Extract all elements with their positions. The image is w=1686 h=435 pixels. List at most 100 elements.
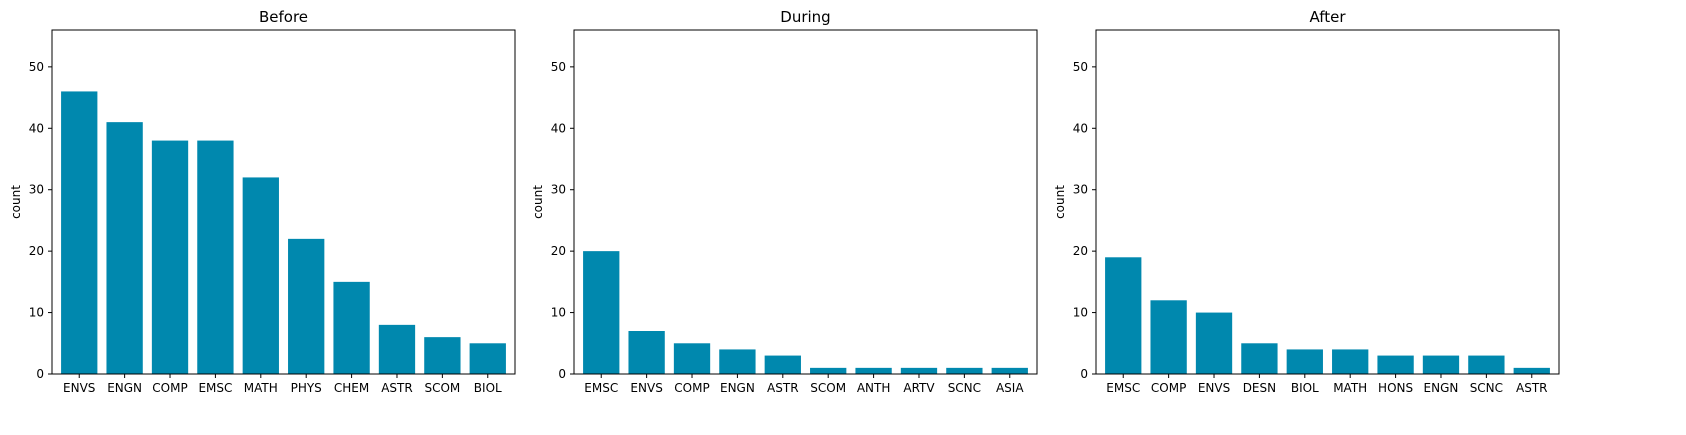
y-tick-label: 20 — [1073, 244, 1088, 258]
bar-scom — [424, 337, 461, 374]
x-tick-label-artv: ARTV — [903, 381, 935, 395]
axes-frame — [1095, 29, 1560, 375]
bar-desn — [1241, 343, 1278, 374]
bar-biol — [1286, 349, 1323, 374]
x-tick-label-chem: CHEM — [334, 381, 369, 395]
bar-asia — [991, 367, 1028, 374]
x-tick-label-comp: COMP — [152, 381, 187, 395]
x-axis: EMSC ENVS COMP ENGN ASTR SCOM ANTH ARTV SCNC ASIA — [584, 374, 1024, 395]
y-axis: 0 10 20 30 40 50 — [29, 60, 52, 381]
chart-title: During — [780, 8, 830, 26]
bar-emsc — [1105, 257, 1142, 374]
y-tick-label: 40 — [551, 121, 566, 135]
y-tick-label: 40 — [29, 121, 44, 135]
bar-engn — [1422, 355, 1460, 374]
x-tick-label-scom: SCOM — [424, 381, 460, 395]
bar-scom — [810, 367, 847, 374]
bar-math — [1332, 349, 1369, 374]
x-tick-label-scom: SCOM — [810, 381, 846, 395]
x-tick-label-desn: DESN — [1243, 381, 1276, 395]
x-tick-label-comp: COMP — [674, 381, 709, 395]
x-tick-label-math: MATH — [244, 381, 278, 395]
bar-biol — [469, 343, 506, 374]
bar-astr — [378, 324, 416, 374]
bar-astr — [764, 355, 801, 374]
y-tick-label: 30 — [29, 183, 44, 197]
x-tick-label-astr: ASTR — [767, 381, 799, 395]
y-tick-label: 10 — [29, 306, 44, 320]
y-tick-label: 0 — [36, 367, 44, 381]
bar-engn — [106, 122, 143, 374]
chart-title: After — [1309, 8, 1346, 26]
x-tick-label-scnc: SCNC — [948, 381, 981, 395]
y-axis: 0 10 20 30 40 50 — [551, 60, 574, 381]
x-tick-label-envs: ENVS — [63, 381, 95, 395]
bar-artv — [900, 367, 938, 374]
bar-engn — [719, 349, 756, 374]
bar-scnc — [946, 367, 983, 374]
y-tick-label: 50 — [29, 60, 44, 74]
y-tick-label: 30 — [551, 183, 566, 197]
x-tick-label-anth: ANTH — [857, 381, 891, 395]
bars — [583, 251, 1028, 374]
chart-title: Before — [259, 8, 308, 26]
bar-comp — [1150, 300, 1187, 374]
x-tick-label-emsc: EMSC — [584, 381, 618, 395]
y-tick-label: 10 — [1073, 306, 1088, 320]
y-tick-label: 20 — [551, 244, 566, 258]
bar-math — [242, 177, 279, 374]
y-axis-label: count — [531, 185, 545, 219]
x-tick-label-comp: COMP — [1151, 381, 1186, 395]
bar-scnc — [1468, 355, 1505, 374]
bars — [61, 91, 506, 375]
bar-comp — [151, 140, 189, 374]
y-axis: 0 10 20 30 40 50 — [1073, 60, 1096, 381]
y-axis-label: count — [9, 185, 23, 219]
bar-envs — [1195, 312, 1233, 374]
bar-astr — [1513, 367, 1550, 374]
x-tick-label-scnc: SCNC — [1470, 381, 1503, 395]
y-tick-label: 10 — [551, 306, 566, 320]
x-tick-label-engn: ENGN — [720, 381, 755, 395]
x-tick-label-engn: ENGN — [107, 381, 142, 395]
x-tick-label-asia: ASIA — [996, 381, 1024, 395]
bars — [1105, 257, 1550, 374]
y-tick-label: 0 — [1080, 367, 1088, 381]
x-tick-label-emsc: EMSC — [198, 381, 232, 395]
y-axis-label: count — [1053, 185, 1067, 219]
chart-panel-during: 0 10 20 30 40 50 EMSC ENVS COMP ENGN ASTR SCOM ANTH A… — [531, 8, 1038, 395]
x-tick-label-envs: ENVS — [630, 381, 662, 395]
x-tick-label-biol: BIOL — [1291, 381, 1319, 395]
y-tick-label: 50 — [1073, 60, 1088, 74]
x-tick-label-math: MATH — [1333, 381, 1367, 395]
bar-hons — [1377, 355, 1414, 374]
x-tick-label-emsc: EMSC — [1106, 381, 1140, 395]
bar-comp — [673, 343, 711, 374]
x-tick-label-engn: ENGN — [1424, 381, 1459, 395]
x-axis: EMSC COMP ENVS DESN BIOL MATH HONS ENGN SCNC ASTR — [1106, 374, 1548, 395]
y-tick-label: 20 — [29, 244, 44, 258]
axes-frame — [573, 29, 1038, 375]
bar-emsc — [583, 251, 620, 374]
y-tick-label: 0 — [558, 367, 566, 381]
bar-envs — [61, 91, 98, 375]
x-tick-label-astr: ASTR — [381, 381, 413, 395]
axes-frame — [51, 29, 516, 375]
bar-anth — [855, 367, 892, 374]
x-tick-label-envs: ENVS — [1198, 381, 1230, 395]
x-tick-label-hons: HONS — [1378, 381, 1413, 395]
y-tick-label: 30 — [1073, 183, 1088, 197]
bar-emsc — [197, 140, 234, 374]
x-axis: ENVS ENGN COMP EMSC MATH PHYS CHEM ASTR SCOM BIOL — [63, 374, 502, 395]
x-tick-label-biol: BIOL — [474, 381, 502, 395]
y-tick-label: 40 — [1073, 121, 1088, 135]
bar-envs — [628, 331, 665, 374]
x-tick-label-phys: PHYS — [291, 381, 322, 395]
bar-chem — [333, 281, 370, 374]
bar-phys — [288, 238, 325, 374]
y-tick-label: 50 — [551, 60, 566, 74]
x-tick-label-astr: ASTR — [1516, 381, 1548, 395]
chart-panel-before: 0 10 20 30 40 50 ENVS ENGN COMP EMSC MATH PHYS CHEM A… — [9, 8, 516, 395]
